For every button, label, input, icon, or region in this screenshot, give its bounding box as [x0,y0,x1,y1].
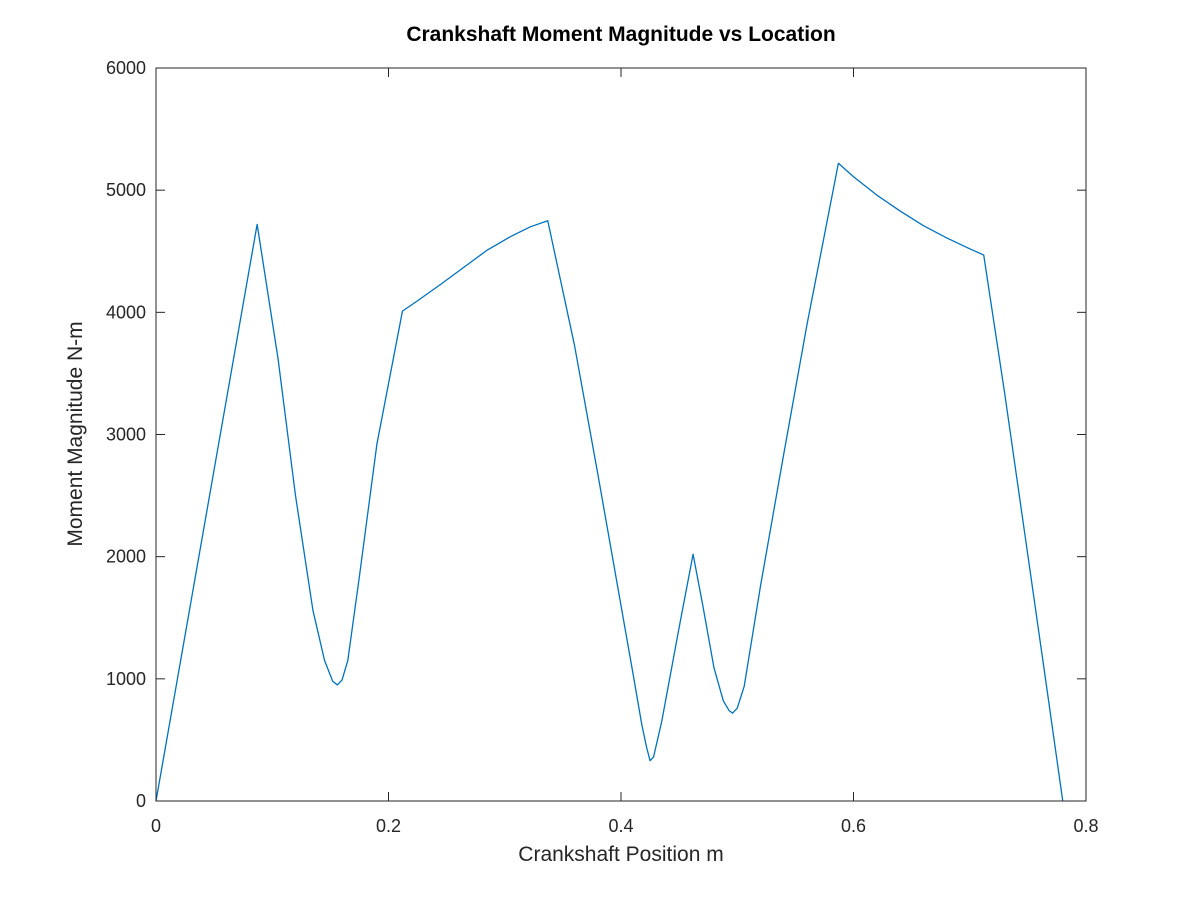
y-tick-label: 4000 [106,302,146,322]
y-axis-label: Moment Magnitude N-m [64,321,87,546]
y-tick-label: 6000 [106,58,146,78]
y-tick-label: 3000 [106,425,146,445]
plot-area [156,68,1086,801]
x-tick-label: 0.2 [376,816,401,836]
y-tick-label: 5000 [106,180,146,200]
y-tick-label: 2000 [106,547,146,567]
x-tick-label: 0.4 [608,816,633,836]
x-axis: 0 0.2 0.4 0.6 0.8 [151,68,1099,836]
series-layer [155,162,1064,802]
x-tick-label: 0.8 [1073,816,1098,836]
x-tick-label: 0.6 [841,816,866,836]
x-tick-label: 0 [151,816,161,836]
series-line-0 [155,162,1064,802]
x-axis-label: Crankshaft Position m [518,843,723,866]
chart-title: Crankshaft Moment Magnitude vs Location [406,23,835,46]
y-tick-label: 0 [136,791,146,811]
y-tick-label: 1000 [106,669,146,689]
y-axis: 0 1000 2000 3000 4000 5000 6000 [106,58,1086,811]
